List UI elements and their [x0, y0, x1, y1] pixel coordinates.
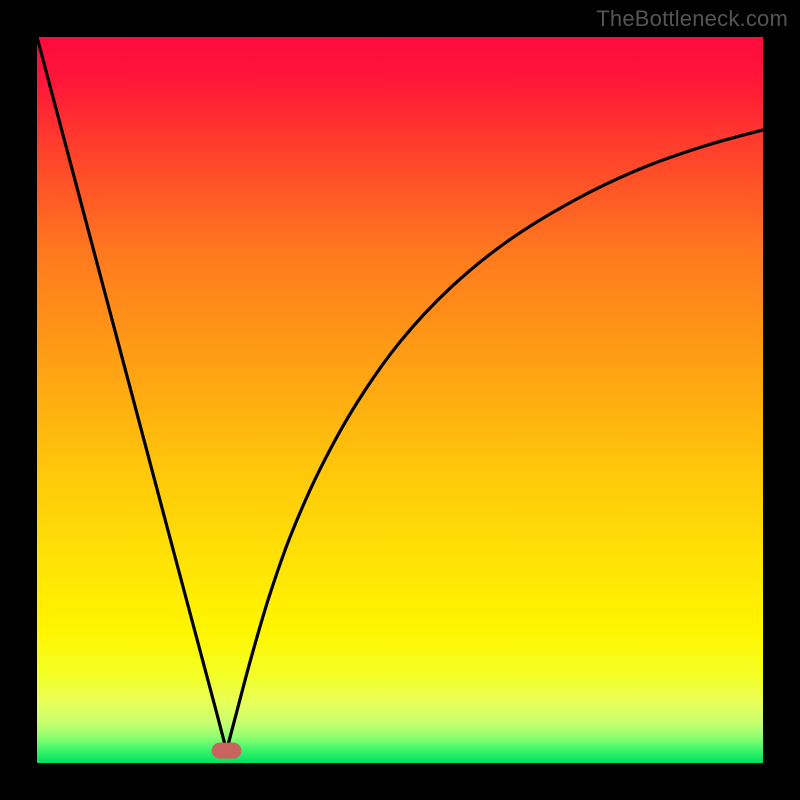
plot-background — [37, 37, 763, 763]
bottleneck-chart — [37, 37, 763, 763]
chart-frame: TheBottleneck.com — [0, 0, 800, 800]
watermark-text: TheBottleneck.com — [596, 6, 788, 32]
curve-minimum-marker — [212, 743, 242, 759]
